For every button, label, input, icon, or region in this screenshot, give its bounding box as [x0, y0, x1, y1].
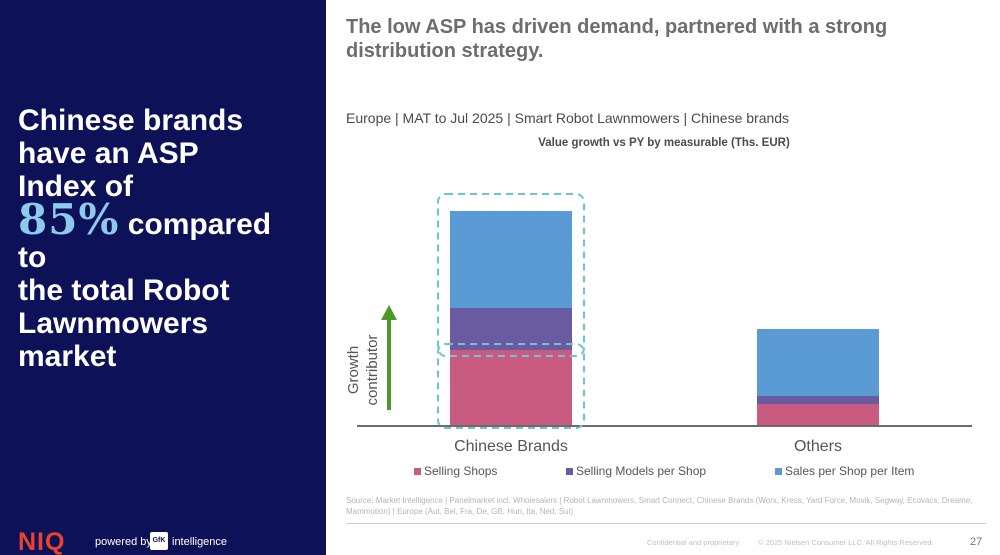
headline-line-1: Chinese brands [18, 104, 244, 137]
asp-index-value: 85% [18, 195, 120, 244]
footer-copyright: © 2025 Nielsen Consumer LLC. All Rights … [758, 538, 934, 547]
headline-line-highlight: 85% compared [18, 199, 318, 242]
footer-confidential: Confidential and proprietary [647, 538, 740, 547]
growth-arrow-icon [381, 305, 397, 320]
y-axis-label-line-1: Growth [345, 346, 362, 394]
headline-line-4: compared [127, 208, 272, 241]
footer-divider [346, 523, 986, 524]
chart-title: Value growth vs PY by measurable (Ths. E… [538, 137, 790, 149]
bar-others-sales-per-shop-per-item [757, 329, 879, 396]
niq-logo: NIQ [18, 528, 66, 555]
headline-line-2: have an ASP [18, 137, 199, 170]
headline: Chinese brands have an ASP Index of 85% … [18, 104, 318, 373]
bar-chinese-brands-sales-per-shop-per-item [450, 211, 572, 308]
bar-others-selling-models-per-shop [757, 396, 879, 404]
headline-line-8: market [18, 340, 117, 373]
source-note: Source: Market Intelligence | Panelmarke… [346, 496, 973, 516]
headline-line-3: Index of [18, 170, 134, 203]
bar-others-selling-shops [757, 404, 879, 425]
page-number: 27 [970, 536, 983, 548]
annotation-box-upper [437, 193, 585, 357]
intelligence-text: intelligence [172, 536, 228, 548]
legend-item-selling-models: Selling Models per Shop [566, 464, 706, 478]
slide-title: The low ASP has driven demand, partnered… [346, 16, 888, 62]
headline-line-7: Lawnmowers [18, 307, 209, 340]
headline-line-5: to [18, 241, 47, 274]
headline-line-6: the total Robot [18, 274, 230, 307]
legend-swatch-selling-models [566, 467, 573, 475]
legend-item-sales-per-shop: Sales per Shop per Item [775, 464, 914, 478]
legend-label-selling-models: Selling Models per Shop [576, 464, 707, 478]
annotation-box-lower [437, 343, 585, 429]
category-label-others: Others [794, 438, 842, 455]
left-panel: Chinese brands have an ASP Index of 85% … [0, 0, 326, 555]
legend-swatch-sales-per-shop [775, 467, 782, 475]
y-axis-label-line-2: contributor [364, 335, 381, 406]
legend-swatch-selling-shops [414, 467, 421, 475]
legend-label-sales-per-shop: Sales per Shop per Item [785, 464, 915, 478]
legend-label-selling-shops: Selling Shops [424, 464, 498, 478]
gfk-logo-icon: GfK [150, 532, 168, 550]
bar-chinese-brands-selling-shops [450, 350, 572, 425]
powered-by-text: powered by [95, 536, 152, 548]
category-label-chinese-brands: Chinese Brands [454, 438, 568, 455]
legend-item-selling-shops: Selling Shops [414, 464, 497, 478]
slide-subtitle: Europe | MAT to Jul 2025 | Smart Robot L… [346, 110, 790, 126]
